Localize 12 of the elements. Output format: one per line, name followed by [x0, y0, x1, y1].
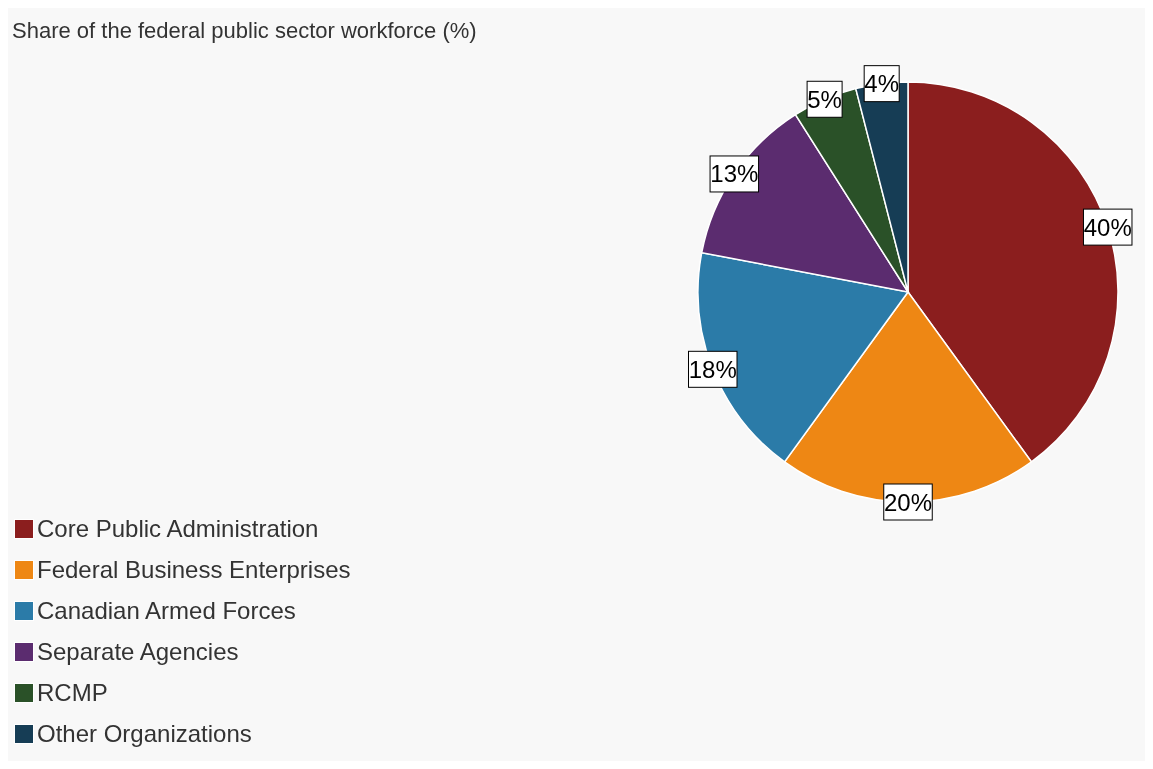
chart-title: Share of the federal public sector workforce (%): [12, 18, 477, 44]
legend-label: RCMP: [37, 678, 108, 707]
data-label: 40%: [1083, 213, 1132, 241]
data-label: 5%: [807, 85, 842, 113]
legend-label: Core Public Administration: [37, 514, 319, 543]
data-label: 18%: [688, 355, 737, 383]
legend-label: Other Organizations: [37, 719, 252, 748]
data-label: 13%: [710, 160, 759, 188]
legend-label: Separate Agencies: [37, 637, 239, 666]
legend-label: Canadian Armed Forces: [37, 596, 296, 625]
data-label: 20%: [883, 488, 933, 516]
legend-label: Federal Business Enterprises: [37, 555, 351, 584]
